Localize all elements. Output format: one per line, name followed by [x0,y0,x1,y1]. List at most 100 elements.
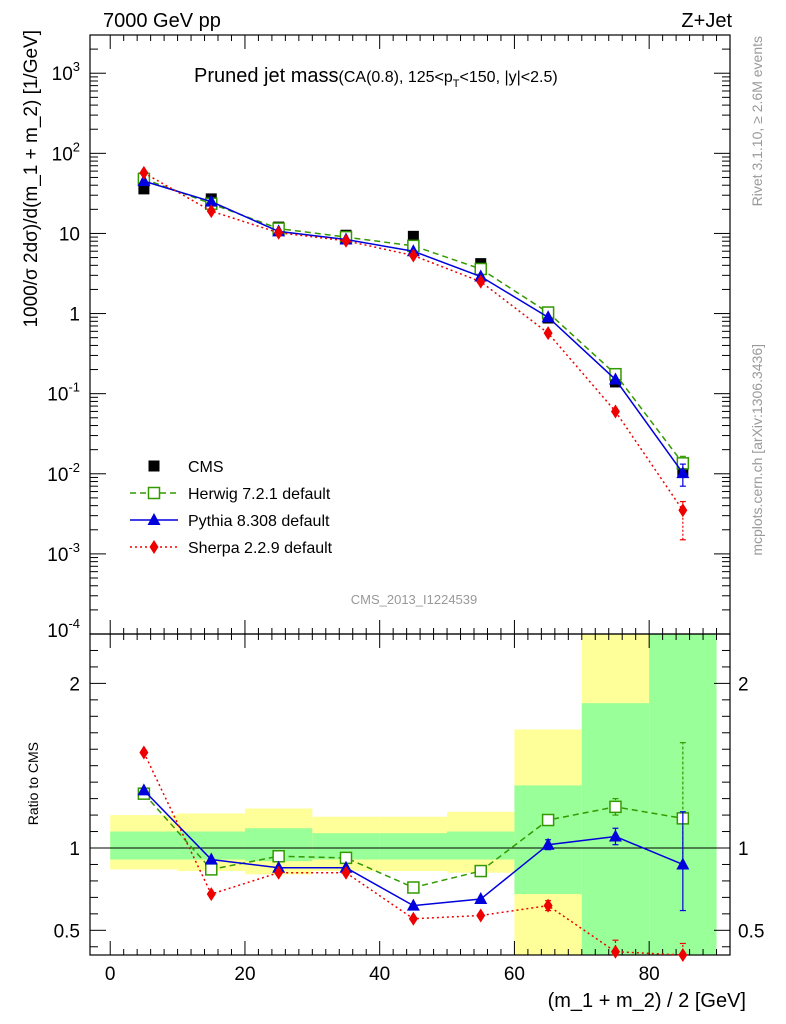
y-tick-exp: 2 [73,139,80,154]
x-tick-label: 80 [639,964,660,985]
x-tick-label: 20 [234,964,255,985]
title-sub: (CA(0.8), 125<p [339,69,453,86]
top-line-sherpa [143,172,684,511]
title-sub-tail: <150, |y|<2.5) [460,69,558,86]
top-point-sherpa [678,503,688,518]
band-green-0 [110,831,178,860]
data-point-cms [138,183,150,195]
y-tick-label: 10 [59,224,80,245]
ratio-y-tick-label-right: 0.5 [738,921,764,942]
y-tick-exp: -1 [68,380,80,395]
legend: CMS Herwig 7.2.1 default Pythia 8.308 defa… [130,459,333,557]
header-left: 7000 GeV pp [103,10,221,32]
top-point-sherpa [543,326,553,341]
legend-marker-data [148,460,160,472]
y-tick-label: 102 [52,139,80,165]
ratio-point-sherpa [610,944,620,959]
top-ylabel: 1000/σ 2dσ)/d(m_1 + m_2) [1/GeV] [21,30,42,328]
y-tick-exp: -4 [68,616,80,631]
x-tick-label: 0 [105,964,116,985]
top-point-pythia [204,194,218,207]
y-tick-label: 103 [52,59,80,85]
ratio-y-tick-label: 0.5 [54,921,80,942]
ratio-point-sherpa [678,948,688,962]
y-tick-base: 10 [52,144,73,165]
top-line-herwig [143,178,684,464]
y-tick-base: 10 [47,385,68,406]
ratio-point-sherpa [476,908,486,923]
ratio-y-tick-label: 2 [69,674,80,695]
top-point-pythia [541,310,555,323]
y-tick-label: 10-2 [47,460,80,486]
ratio-point-sherpa [274,865,284,880]
ratio-point-pythia [137,783,151,796]
y-tick-label: 1 [69,305,80,326]
ratio-point-sherpa [206,887,216,902]
y-tick-base: 10 [47,621,68,642]
ratio-point-pythia [406,898,420,911]
ratio-point-herwig [272,849,285,863]
ratio-point-pythia [204,852,218,865]
top-series [137,165,690,541]
x-tick-label: 60 [504,964,525,985]
data-point-cms [407,230,419,242]
y-tick-exp: 3 [73,59,80,74]
ratio-point-sherpa [543,898,553,913]
top-point-sherpa [341,233,351,248]
ratio-point-pythia [608,829,622,842]
ratio-plot-frame [89,633,731,956]
ratio-point-herwig [609,800,622,814]
title-sub-index: T [453,78,460,90]
ratio-axes: 0 20 40 60 80 0.5 0.5 1 1 2 2 [54,634,764,985]
title-main: Pruned jet mass [194,65,339,87]
y-tick-base: 10 [47,545,68,566]
ratio-point-sherpa [341,865,351,880]
ratio-point-pythia [541,837,555,850]
legend-label-sherpa: Sherpa 2.2.9 default [188,540,333,557]
y-tick-label: 10-3 [47,540,80,566]
top-point-sherpa [206,204,216,219]
ratio-point-pythia [474,892,488,905]
analysis-id: CMS_2013_I1224539 [351,592,478,607]
ratio-point-pythia [676,857,690,870]
ratio-point-herwig [474,864,487,878]
legend-label-pythia: Pythia 8.308 default [188,513,330,530]
y-tick-exp: -3 [68,540,80,555]
xlabel: (m_1 + m_2) / 2 [GeV] [548,990,746,1012]
ratio-point-herwig [205,863,218,876]
band-green-5 [447,831,515,860]
y-tick-label: 10-1 [47,380,80,406]
header-right: Z+Jet [681,10,732,32]
top-point-pythia [137,174,151,187]
top-point-sherpa [139,165,149,180]
top-point-pythia [676,466,690,479]
legend-marker-herwig [147,486,161,500]
ratio-ylabel: Ratio to CMS [25,742,41,825]
legend-marker-pythia [147,513,161,525]
legend-label-herwig: Herwig 7.2.1 default [188,486,331,503]
y-tick-base: 10 [52,64,73,85]
y-tick-base: 10 [47,465,68,486]
rivet-label: Rivet 3.1.10, ≥ 2.6M events [749,36,765,206]
ratio-point-sherpa [139,745,149,760]
legend-marker-sherpa [149,540,159,554]
top-line-pythia [143,180,684,474]
top-point-sherpa [476,274,486,289]
ratio-point-herwig [407,881,420,894]
y-tick-label: 10-4 [47,616,80,642]
ratio-y-tick-label: 1 [69,839,80,860]
top-point-pythia [608,372,622,385]
x-tick-label: 40 [369,964,390,985]
ratio-y-tick-label-right: 2 [738,674,749,695]
mcplots-label: mcplots.cern.ch [arXiv:1306.3436] [749,344,765,556]
y-tick-exp: -2 [68,460,80,475]
chart-title: Pruned jet mass(CA(0.8), 125<pT<150, |y|… [194,65,558,90]
ratio-series [137,742,690,962]
top-point-sherpa [408,248,418,263]
top-point-sherpa [274,225,284,240]
ratio-point-herwig [541,813,555,827]
ratio-y-tick-label-right: 1 [738,839,749,860]
ratio-point-sherpa [408,911,418,926]
